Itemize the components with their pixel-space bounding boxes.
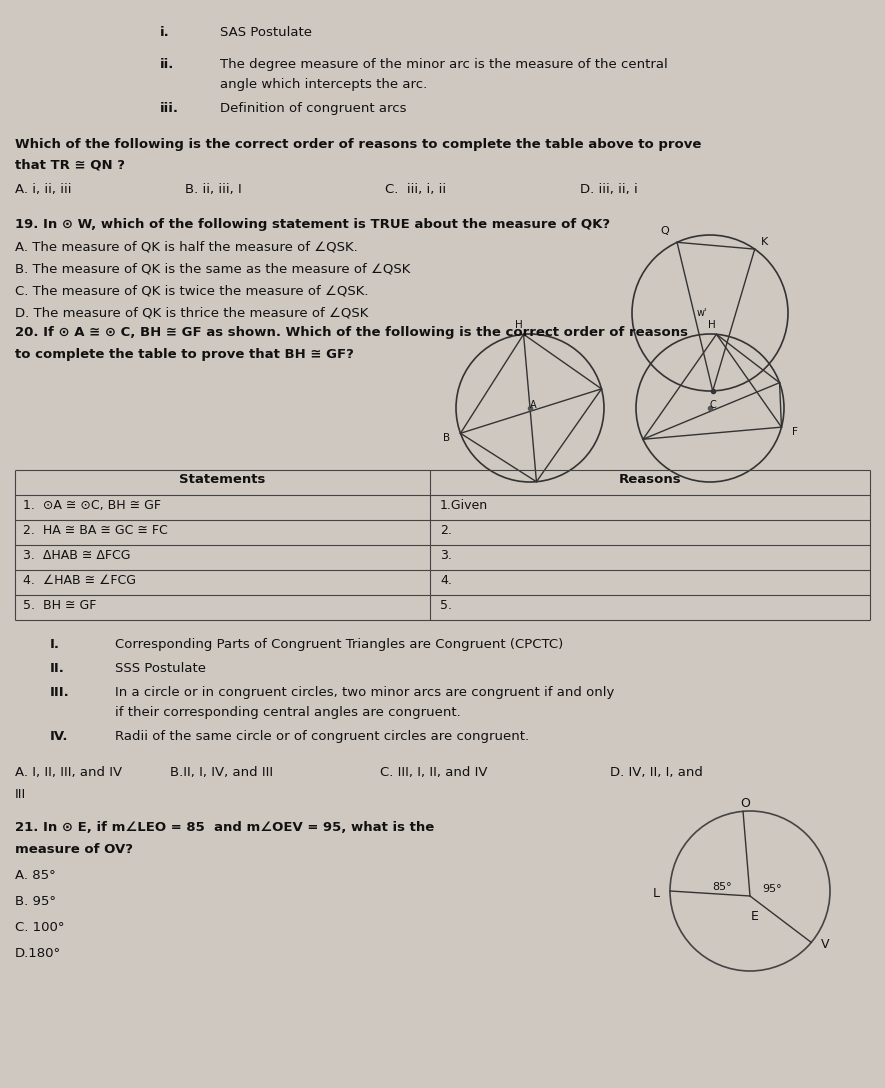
Text: 21. In ⊙ E, if m∠LEO = 85  and m∠OEV = 95, what is the: 21. In ⊙ E, if m∠LEO = 85 and m∠OEV = 95… (15, 821, 435, 834)
Text: i.: i. (160, 26, 170, 39)
Text: w': w' (696, 308, 707, 318)
Text: Which of the following is the correct order of reasons to complete the table abo: Which of the following is the correct or… (15, 138, 702, 151)
Text: III: III (15, 788, 27, 801)
Text: 1.  ⊙A ≅ ⊙C, BH ≅ GF: 1. ⊙A ≅ ⊙C, BH ≅ GF (23, 499, 161, 512)
Text: F: F (791, 428, 797, 437)
Text: B: B (442, 433, 450, 443)
Text: K: K (761, 237, 768, 247)
Text: D.180°: D.180° (15, 947, 61, 960)
Text: 3.  ΔHAB ≅ ΔFCG: 3. ΔHAB ≅ ΔFCG (23, 549, 130, 562)
Text: A. i, ii, iii: A. i, ii, iii (15, 183, 72, 196)
Text: D. The measure of QK is thrice the measure of ∠QSK: D. The measure of QK is thrice the measu… (15, 306, 368, 319)
Text: III.: III. (50, 687, 70, 698)
Text: 2.: 2. (440, 524, 452, 537)
Text: to complete the table to prove that BH ≅ GF?: to complete the table to prove that BH ≅… (15, 348, 354, 361)
Text: 19. In ⊙ W, which of the following statement is TRUE about the measure of QK?: 19. In ⊙ W, which of the following state… (15, 218, 610, 231)
Text: V: V (821, 939, 829, 951)
Text: A. The measure of QK is half the measure of ∠QSK.: A. The measure of QK is half the measure… (15, 240, 358, 254)
Text: if their corresponding central angles are congruent.: if their corresponding central angles ar… (115, 706, 461, 719)
Text: E: E (751, 910, 759, 923)
Text: The degree measure of the minor arc is the measure of the central: The degree measure of the minor arc is t… (220, 58, 668, 71)
Text: Corresponding Parts of Congruent Triangles are Congruent (CPCTC): Corresponding Parts of Congruent Triangl… (115, 638, 563, 651)
Text: C.  iii, i, ii: C. iii, i, ii (385, 183, 446, 196)
Text: In a circle or in congruent circles, two minor arcs are congruent if and only: In a circle or in congruent circles, two… (115, 687, 614, 698)
Text: C. The measure of QK is twice the measure of ∠QSK.: C. The measure of QK is twice the measur… (15, 284, 368, 297)
Text: B. 95°: B. 95° (15, 895, 56, 908)
Text: SSS Postulate: SSS Postulate (115, 662, 206, 675)
Text: iii.: iii. (160, 102, 179, 115)
Text: 2.  HA ≅ BA ≅ GC ≅ FC: 2. HA ≅ BA ≅ GC ≅ FC (23, 524, 168, 537)
Text: O: O (740, 798, 750, 811)
Text: angle which intercepts the arc.: angle which intercepts the arc. (220, 78, 427, 91)
Text: Q: Q (661, 226, 669, 236)
Text: 5.: 5. (440, 599, 452, 611)
Text: A: A (530, 400, 536, 410)
Text: A. I, II, III, and IV: A. I, II, III, and IV (15, 766, 122, 779)
Text: D. iii, ii, i: D. iii, ii, i (580, 183, 638, 196)
Text: I.: I. (50, 638, 60, 651)
Text: D. IV, II, I, and: D. IV, II, I, and (610, 766, 703, 779)
Text: Definition of congruent arcs: Definition of congruent arcs (220, 102, 406, 115)
Text: A. 85°: A. 85° (15, 869, 56, 882)
Text: H: H (708, 320, 715, 331)
Text: 5.  BH ≅ GF: 5. BH ≅ GF (23, 599, 96, 611)
Text: ii.: ii. (160, 58, 174, 71)
Text: measure of OV?: measure of OV? (15, 843, 133, 856)
Text: 20. If ⊙ A ≅ ⊙ C, BH ≅ GF as shown. Which of the following is the correct order : 20. If ⊙ A ≅ ⊙ C, BH ≅ GF as shown. Whic… (15, 326, 688, 339)
Text: 4.  ∠HAB ≅ ∠FCG: 4. ∠HAB ≅ ∠FCG (23, 574, 136, 588)
Text: 85°: 85° (712, 882, 732, 892)
Text: C. 100°: C. 100° (15, 922, 65, 934)
Text: B. The measure of QK is the same as the measure of ∠QSK: B. The measure of QK is the same as the … (15, 262, 411, 275)
Text: C. III, I, II, and IV: C. III, I, II, and IV (380, 766, 488, 779)
Text: that TR ≅ QN ?: that TR ≅ QN ? (15, 158, 125, 171)
Text: Statements: Statements (180, 473, 266, 486)
Text: L: L (652, 887, 659, 900)
Text: 95°: 95° (762, 883, 781, 894)
Text: B.II, I, IV, and III: B.II, I, IV, and III (170, 766, 273, 779)
Text: SAS Postulate: SAS Postulate (220, 26, 312, 39)
Text: IV.: IV. (50, 730, 68, 743)
Text: H: H (515, 320, 522, 331)
Text: II.: II. (50, 662, 65, 675)
Text: 1.Given: 1.Given (440, 499, 489, 512)
Text: Reasons: Reasons (619, 473, 681, 486)
Text: B. ii, iii, I: B. ii, iii, I (185, 183, 242, 196)
Text: 4.: 4. (440, 574, 452, 588)
Text: C: C (710, 400, 716, 410)
Text: Radii of the same circle or of congruent circles are congruent.: Radii of the same circle or of congruent… (115, 730, 529, 743)
Text: 3.: 3. (440, 549, 452, 562)
